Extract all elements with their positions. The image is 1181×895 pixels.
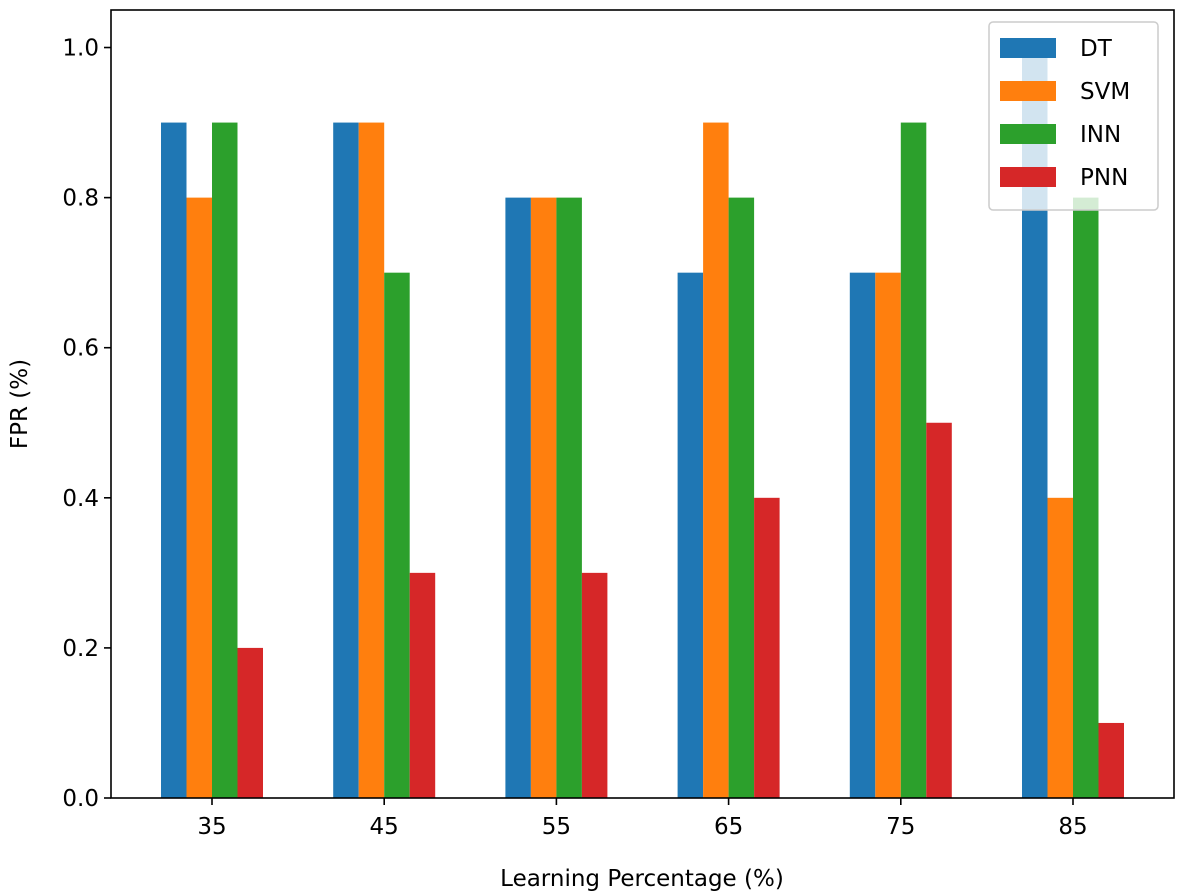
bar-inn-85	[1073, 197, 1099, 798]
bar-svm-55	[530, 197, 557, 798]
bars-layer	[161, 47, 1124, 798]
axes	[110, 9, 1175, 799]
bar-dt-35	[161, 122, 187, 798]
x-tick-label: 85	[1058, 814, 1087, 840]
legend-items: DT SVM INN PNN	[1000, 36, 1130, 191]
y-axis-label: FPR (%)	[7, 359, 33, 449]
legend-swatch-svm	[1000, 81, 1056, 101]
y-tick-label: 0.6	[62, 336, 99, 362]
bar-inn-35	[212, 122, 238, 798]
x-tick-label: 35	[197, 814, 226, 840]
x-tick-label: 45	[370, 814, 399, 840]
legend-frame	[988, 21, 1159, 211]
y-axis-ticks: 0.0 0.2 0.4 0.6 0.8 1.0	[62, 36, 111, 812]
legend-label-inn: INN	[1080, 122, 1121, 148]
y-tick-label: 1.0	[62, 36, 99, 62]
bar-pnn-85	[1098, 722, 1124, 798]
bar-dt-55	[505, 197, 531, 798]
x-tick-label: 75	[886, 814, 915, 840]
x-tick-label: 55	[542, 814, 571, 840]
legend-swatch-inn	[1000, 124, 1056, 144]
bar-svm-85	[1047, 497, 1073, 798]
bar-pnn-45	[409, 572, 436, 798]
legend-swatch-dt	[1000, 38, 1056, 58]
legend-label-dt: DT	[1080, 36, 1113, 62]
bar-inn-45	[384, 272, 410, 798]
bar-dt-45	[333, 122, 359, 798]
bar-inn-75	[900, 122, 927, 798]
legend-label-pnn: PNN	[1080, 165, 1128, 191]
bar-svm-45	[358, 122, 385, 798]
x-axis-ticks: 35 45 55 65 75 85	[197, 798, 1088, 840]
y-tick-label: 0.2	[62, 636, 99, 662]
bar-inn-65	[728, 197, 755, 798]
bar-pnn-75	[926, 422, 952, 798]
bar-pnn-35	[237, 647, 263, 798]
plot-frame	[110, 9, 1175, 799]
bar-svm-35	[186, 197, 212, 798]
bar-svm-75	[875, 272, 901, 798]
x-tick-label: 65	[714, 814, 743, 840]
x-axis-label: Learning Percentage (%)	[500, 866, 784, 892]
legend-swatch-pnn	[1000, 167, 1056, 187]
bar-pnn-65	[754, 497, 780, 798]
legend-label-svm: SVM	[1080, 79, 1130, 105]
y-tick-label: 0.8	[62, 186, 99, 212]
bar-svm-65	[703, 122, 729, 798]
bar-inn-55	[556, 197, 582, 798]
legend: DT SVM INN PNN	[988, 21, 1159, 211]
bar-pnn-55	[581, 572, 608, 798]
bar-dt-75	[849, 272, 876, 798]
bar-dt-65	[677, 272, 704, 798]
y-tick-label: 0.0	[62, 786, 99, 812]
y-tick-label: 0.4	[62, 486, 99, 512]
